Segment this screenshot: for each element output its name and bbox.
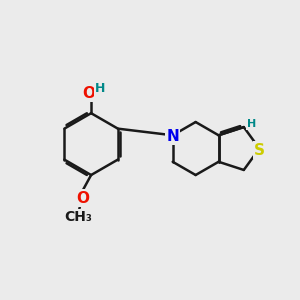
Text: H: H <box>95 82 105 95</box>
Text: H: H <box>247 119 256 129</box>
Text: S: S <box>254 142 265 158</box>
Text: O: O <box>76 190 89 206</box>
Text: N: N <box>166 129 179 144</box>
Text: CH₃: CH₃ <box>64 210 92 224</box>
Text: O: O <box>82 86 95 101</box>
